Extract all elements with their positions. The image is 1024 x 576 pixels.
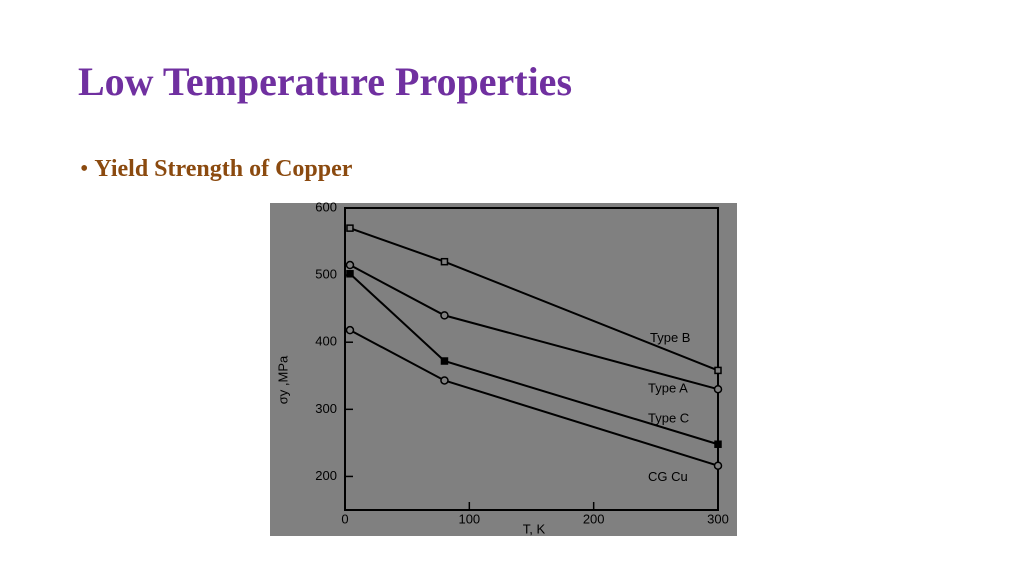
y-tick-label: 200 (315, 468, 337, 483)
series-label: Type C (648, 411, 689, 426)
marker (346, 224, 354, 232)
plot-frame (344, 207, 719, 511)
x-axis-label: T, K (523, 521, 546, 536)
y-tick-label: 500 (315, 267, 337, 282)
marker (713, 384, 723, 394)
marker (346, 270, 354, 278)
marker (345, 260, 355, 270)
series-label: CG Cu (648, 469, 688, 484)
y-axis-label: σy ,MPa (275, 355, 290, 404)
marker (440, 357, 449, 365)
marker (714, 440, 722, 448)
y-tick-label: 400 (315, 334, 337, 349)
marker (345, 325, 355, 335)
x-tick-label: 300 (707, 511, 729, 526)
marker (440, 376, 449, 385)
x-tick-label: 100 (458, 511, 480, 526)
bullet-text: Yield Strength of Copper (80, 156, 352, 183)
x-tick-label: 200 (583, 511, 605, 526)
marker (713, 461, 723, 470)
marker (440, 257, 449, 266)
chart-background (270, 203, 737, 536)
y-tick-label: 600 (315, 199, 337, 214)
marker (714, 366, 722, 375)
y-tick-label: 300 (315, 401, 337, 416)
x-tick-label: 0 (341, 511, 348, 526)
series-label: Type B (650, 330, 690, 345)
slide-title: Low Temperature Properties (78, 59, 573, 104)
series-label: Type A (648, 381, 688, 396)
marker (440, 311, 449, 320)
